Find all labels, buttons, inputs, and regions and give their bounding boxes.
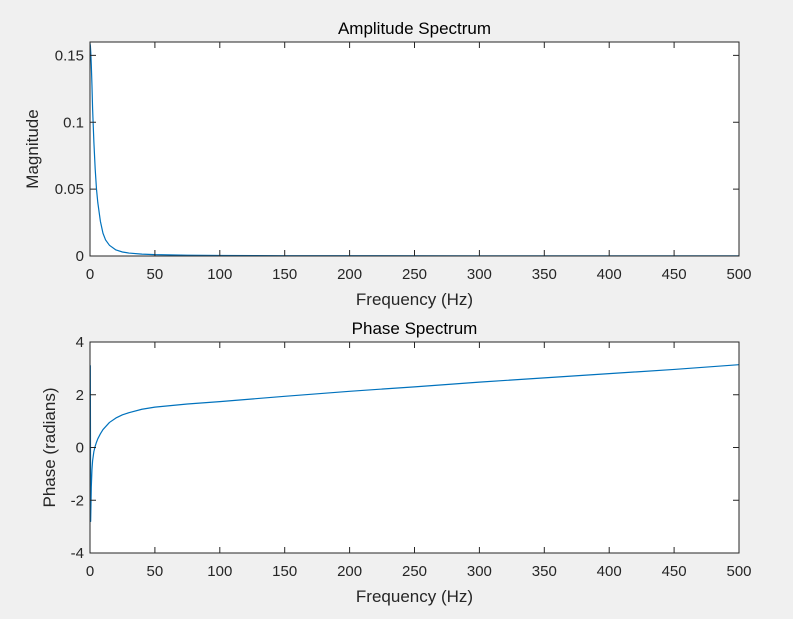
phase-x-tick-label: 350 <box>532 563 557 580</box>
amplitude-x-tick-label: 200 <box>337 266 362 283</box>
amplitude-x-axis-label: Frequency (Hz) <box>356 290 473 309</box>
amplitude-y-tick-label: 0.05 <box>55 181 84 198</box>
amplitude-x-tick-label: 150 <box>272 266 297 283</box>
amplitude-chart-title: Amplitude Spectrum <box>338 19 491 38</box>
amplitude-x-tick-label: 50 <box>147 266 164 283</box>
phase-y-tick-label: -4 <box>71 545 84 562</box>
phase-spectrum-chart: 0 50 100 150 200 250 300 350 400 450 500 -4 -2 0 2 4 Pha… <box>40 319 752 606</box>
phase-x-tick-label: 500 <box>726 563 751 580</box>
phase-chart-title: Phase Spectrum <box>352 319 478 338</box>
amplitude-spectrum-chart: 0 50 100 150 200 250 300 350 400 450 500 0 0.05 0.1 0.… <box>23 19 752 309</box>
phase-x-tick-label: 250 <box>402 563 427 580</box>
amplitude-y-tick-label: 0.15 <box>55 47 84 64</box>
amplitude-x-tick-label: 300 <box>467 266 492 283</box>
phase-x-tick-label: 200 <box>337 563 362 580</box>
amplitude-y-tick-label: 0 <box>76 248 84 265</box>
amplitude-x-tick-label: 500 <box>726 266 751 283</box>
phase-x-tick-label: 100 <box>207 563 232 580</box>
amplitude-x-tick-label: 0 <box>86 266 94 283</box>
amplitude-x-tick-label: 400 <box>597 266 622 283</box>
phase-y-axis-label: Phase (radians) <box>40 387 59 507</box>
phase-y-tick-label: 0 <box>76 440 84 457</box>
phase-x-tick-label: 150 <box>272 563 297 580</box>
phase-y-tick-label: 4 <box>76 334 84 351</box>
phase-x-tick-label: 300 <box>467 563 492 580</box>
phase-y-tick-label: -2 <box>71 492 84 509</box>
amplitude-x-tick-label: 250 <box>402 266 427 283</box>
phase-y-tick-label: 2 <box>76 387 84 404</box>
amplitude-x-tick-label: 350 <box>532 266 557 283</box>
amplitude-plot-area <box>90 42 739 256</box>
phase-x-axis-label: Frequency (Hz) <box>356 587 473 606</box>
phase-x-tick-label: 450 <box>662 563 687 580</box>
amplitude-y-tick-label: 0.1 <box>63 114 84 131</box>
amplitude-x-tick-label: 100 <box>207 266 232 283</box>
amplitude-y-axis-label: Magnitude <box>23 109 42 188</box>
phase-plot-area <box>90 342 739 553</box>
amplitude-x-tick-label: 450 <box>662 266 687 283</box>
phase-x-tick-label: 0 <box>86 563 94 580</box>
phase-series-line <box>90 364 739 522</box>
phase-x-tick-label: 400 <box>597 563 622 580</box>
phase-x-tick-label: 50 <box>147 563 164 580</box>
